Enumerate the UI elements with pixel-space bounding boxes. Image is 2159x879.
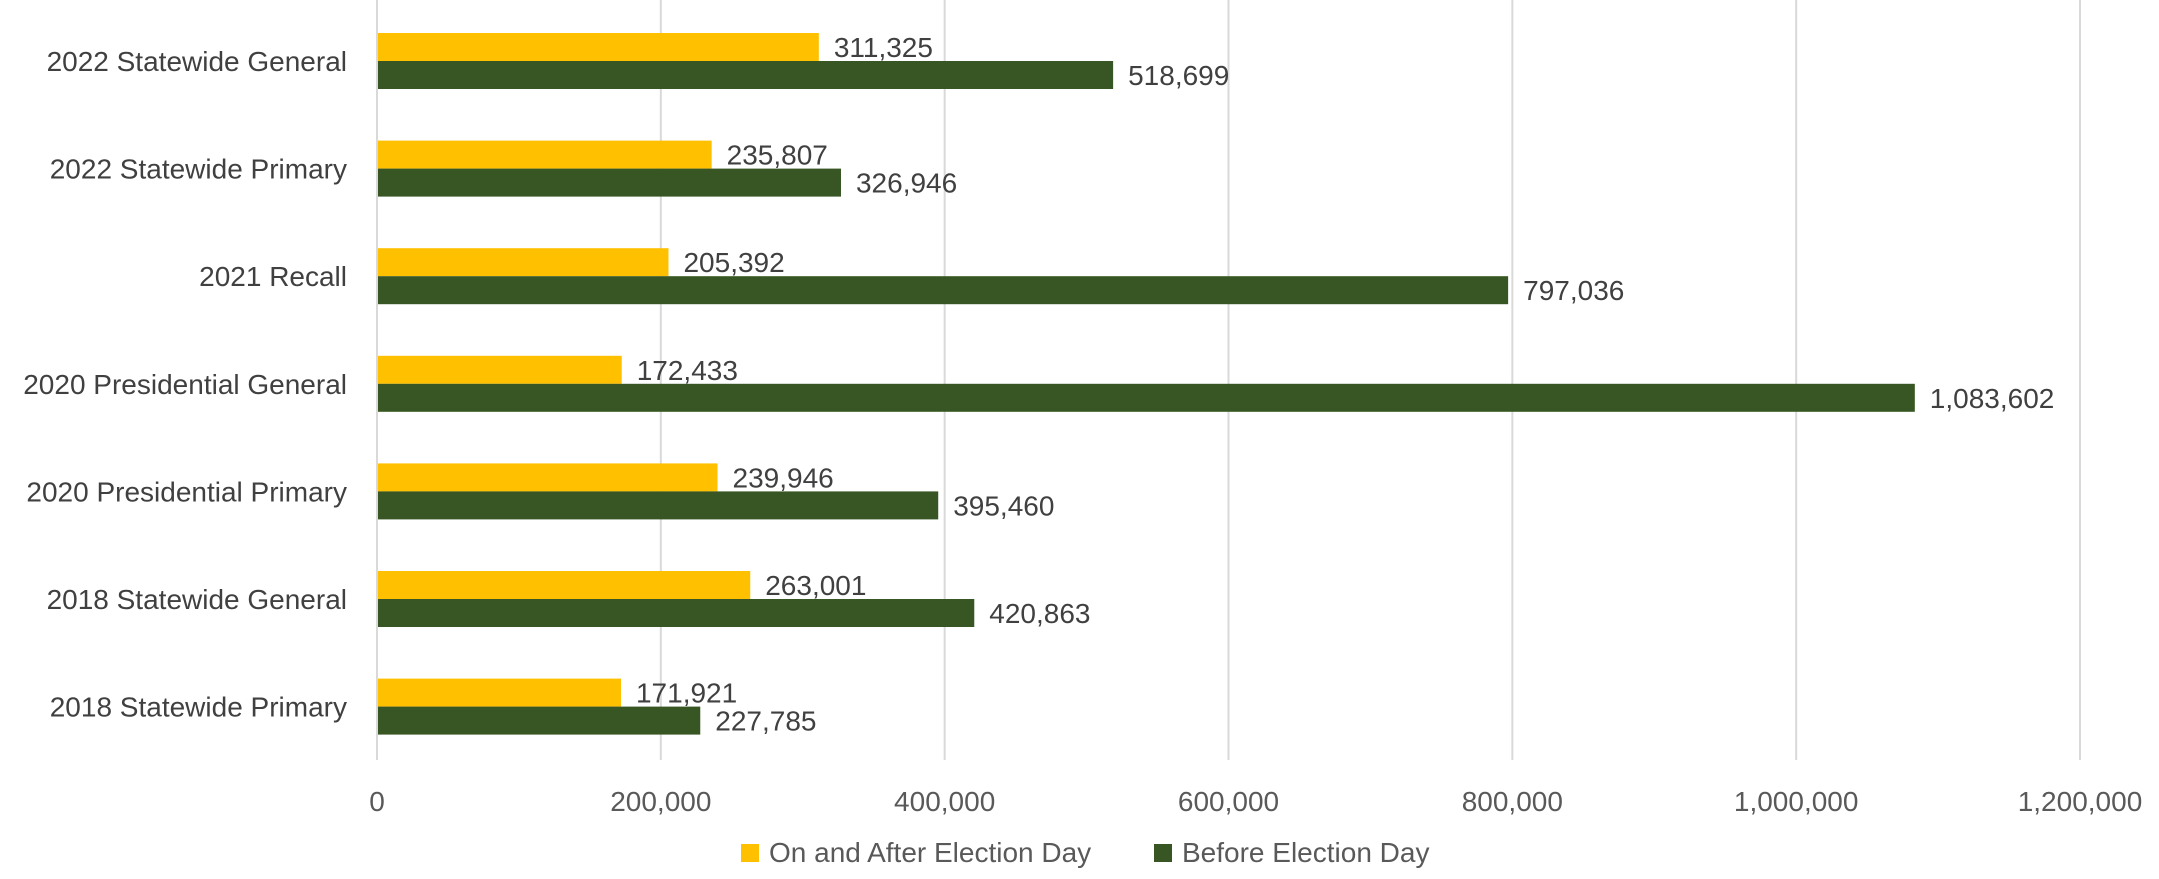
data-labels: 311,325 518,699 235,807 326,946 205,392 797,0… bbox=[636, 32, 2054, 737]
x-tick-label: 800,000 bbox=[1462, 786, 1563, 817]
x-axis-ticks: 0 200,000 400,000 600,000 800,000 1,000,000 1,… bbox=[369, 786, 2142, 817]
data-label: 797,036 bbox=[1523, 275, 1624, 306]
x-tick-label: 600,000 bbox=[1178, 786, 1279, 817]
legend-swatch bbox=[741, 844, 759, 862]
bar-before bbox=[377, 491, 939, 520]
bar-on-and-after bbox=[377, 571, 751, 599]
legend-swatch bbox=[1154, 844, 1172, 862]
data-label: 395,460 bbox=[953, 490, 1054, 521]
x-tick-label: 400,000 bbox=[894, 786, 995, 817]
bar-before bbox=[377, 61, 1114, 89]
data-label: 171,921 bbox=[636, 678, 737, 709]
bar-before bbox=[377, 706, 701, 735]
bar-on-and-after bbox=[377, 33, 819, 61]
legend-label: On and After Election Day bbox=[769, 837, 1091, 868]
bar-on-and-after bbox=[377, 248, 669, 277]
bar-on-and-after bbox=[377, 463, 718, 492]
category-label: 2021 Recall bbox=[199, 261, 347, 292]
x-tick-label: 1,000,000 bbox=[1734, 786, 1859, 817]
data-label: 1,083,602 bbox=[1930, 383, 2055, 414]
bar-before bbox=[377, 383, 1915, 412]
data-label: 172,433 bbox=[637, 355, 738, 386]
category-labels: 2022 Statewide General 2022 Statewide Pri… bbox=[23, 46, 347, 723]
category-label: 2020 Presidential General bbox=[23, 369, 347, 400]
data-label: 263,001 bbox=[765, 570, 866, 601]
legend-label: Before Election Day bbox=[1182, 837, 1429, 868]
data-label: 239,946 bbox=[733, 462, 834, 493]
category-label: 2020 Presidential Primary bbox=[26, 476, 347, 507]
data-label: 420,863 bbox=[989, 598, 1090, 629]
bar-before bbox=[377, 599, 975, 627]
category-label: 2022 Statewide General bbox=[47, 46, 347, 77]
data-label: 326,946 bbox=[856, 168, 957, 199]
bar-on-and-after bbox=[377, 140, 712, 169]
bar-before bbox=[377, 168, 841, 197]
category-label: 2022 Statewide Primary bbox=[50, 154, 347, 185]
legend: On and After Election Day Before Election… bbox=[741, 837, 1429, 868]
bar-on-and-after bbox=[377, 355, 622, 384]
gridlines bbox=[659, 0, 2081, 760]
bar-on-and-after bbox=[377, 678, 621, 707]
data-label: 227,785 bbox=[715, 706, 816, 737]
x-tick-label: 1,200,000 bbox=[2018, 786, 2143, 817]
x-tick-label: 0 bbox=[369, 786, 385, 817]
data-label: 518,699 bbox=[1128, 60, 1229, 91]
data-label: 311,325 bbox=[834, 32, 933, 63]
bars bbox=[377, 33, 1915, 735]
bar-before bbox=[377, 276, 1509, 305]
data-label: 235,807 bbox=[727, 140, 828, 171]
x-tick-label: 200,000 bbox=[610, 786, 711, 817]
category-label: 2018 Statewide Primary bbox=[50, 692, 347, 723]
category-label: 2018 Statewide General bbox=[47, 584, 347, 615]
data-label: 205,392 bbox=[683, 247, 784, 278]
